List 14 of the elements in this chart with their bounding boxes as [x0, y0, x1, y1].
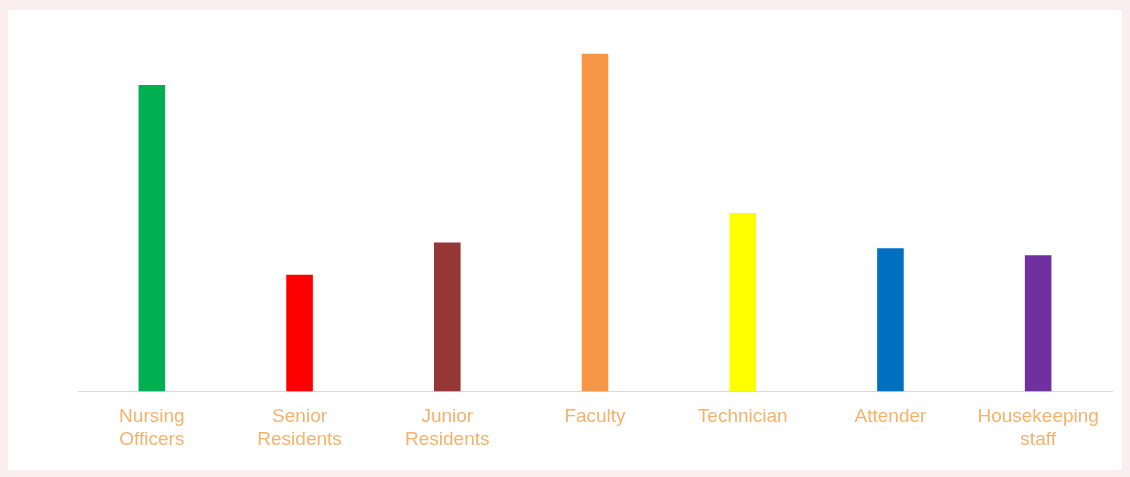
bar — [138, 85, 166, 392]
x-tick-label: Technician — [697, 405, 788, 427]
bar — [581, 53, 609, 392]
bar — [1024, 255, 1052, 392]
x-tick-label: Attender — [854, 405, 928, 427]
x-tick-label: Nursing Officers — [119, 405, 185, 449]
bar — [286, 274, 313, 392]
bar — [433, 242, 461, 392]
x-tick-label: Junior Residents — [405, 405, 490, 449]
bar — [729, 213, 757, 392]
x-tick-label: Housekeeping staff — [977, 405, 1099, 449]
x-tick-label: Faculty — [564, 405, 627, 427]
bar — [877, 248, 904, 392]
x-tick-label: Senior Residents — [257, 405, 342, 449]
